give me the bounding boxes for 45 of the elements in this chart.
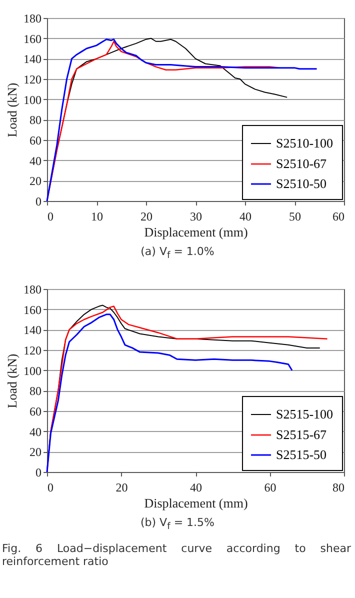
y-tick-label: 120 [24, 344, 42, 358]
x-axis-title: Displacement (mm) [144, 224, 248, 240]
y-tick-label: 80 [30, 384, 42, 398]
legend-label: S2515-50 [276, 447, 327, 462]
x-tick-label: 60 [332, 210, 344, 224]
y-tick-label: 60 [30, 134, 42, 148]
y-tick-label: 40 [30, 425, 42, 440]
x-tick-label: 10 [91, 210, 103, 224]
text: (a) V$_{f}$ = 1.0% [140, 245, 216, 262]
y-tick-label: 120 [24, 72, 42, 86]
y-axis-title: Load (kN) [4, 354, 20, 408]
y-tick-label: 0 [36, 194, 42, 208]
x-tick-label: 40 [190, 480, 202, 495]
x-tick-label: 0 [48, 480, 54, 495]
y-tick-label: 100 [24, 92, 42, 107]
legend-label: S2515-100 [276, 406, 334, 422]
y-tick-label: 140 [24, 323, 42, 338]
legend-label: S2510-100 [276, 136, 334, 150]
y-tick-label: 180 [24, 282, 42, 297]
x-tick-label: 20 [140, 210, 152, 224]
y-tick-label: 160 [24, 32, 42, 46]
x-tick-label: 20 [116, 480, 128, 495]
x-tick-label: 60 [264, 480, 276, 495]
x-tick-label: 40 [240, 210, 252, 224]
y-tick-label: 180 [24, 12, 42, 26]
y-tick-label: 80 [30, 113, 42, 128]
y-tick-label: 60 [30, 404, 42, 419]
x-tick-label: 0 [48, 210, 54, 224]
x-tick-label: 50 [289, 210, 301, 224]
y-tick-label: 40 [30, 154, 42, 168]
y-tick-label: 140 [24, 52, 42, 66]
x-tick-label: 80 [332, 480, 344, 495]
y-tick-label: 100 [24, 364, 42, 378]
y-tick-label: 20 [30, 445, 42, 460]
legend-label: S2515-67 [276, 427, 328, 442]
y-axis-title: Load (kN) [4, 82, 20, 138]
y-tick-label: 0 [36, 466, 42, 480]
x-axis-title: Displacement (mm) [144, 496, 248, 511]
y-tick-label: 20 [30, 174, 42, 188]
x-tick-label: 30 [190, 210, 202, 224]
legend-label: S2510-67 [276, 156, 328, 171]
y-tick-label: 160 [24, 303, 42, 318]
legend-label: S2510-50 [276, 176, 327, 191]
text: (b) V$_{f}$ = 1.5% [140, 516, 216, 532]
caption: Fig. 6 Load−displacement curve according to shear reinforcement ratio [1, 542, 352, 568]
